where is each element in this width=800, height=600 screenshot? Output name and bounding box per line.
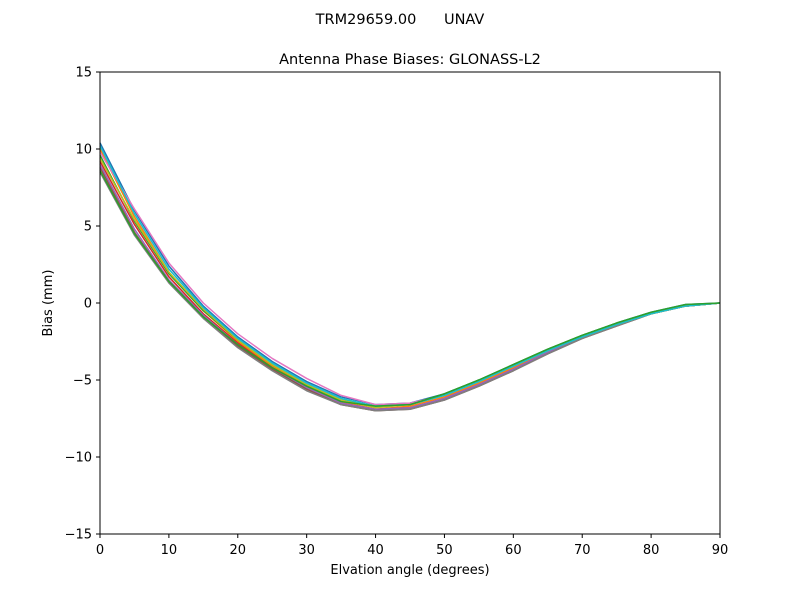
x-tick-label: 40: [367, 543, 384, 558]
y-tick-label: 10: [75, 143, 92, 158]
y-tick-label: −5: [73, 374, 92, 389]
series-line-8: [99, 171, 721, 412]
x-tick-label: 20: [230, 543, 247, 558]
x-tick-label: 30: [298, 543, 315, 558]
series-layer: [99, 142, 721, 412]
x-tick-label: 90: [712, 543, 729, 558]
x-tick-label: 60: [505, 543, 522, 558]
series-line-11: [99, 170, 721, 407]
y-axis-label: Bias (mm): [41, 270, 56, 337]
x-tick-label: 50: [436, 543, 453, 558]
x-tick-label: 0: [96, 543, 104, 558]
y-tick-label: −15: [65, 528, 92, 543]
chart-title: Antenna Phase Biases: GLONASS-L2: [279, 52, 541, 68]
x-tick-label: 70: [574, 543, 591, 558]
y-tick-label: 5: [84, 220, 92, 235]
y-tick-label: −10: [65, 451, 92, 466]
x-tick-label: 80: [643, 543, 660, 558]
y-tick-label: 0: [84, 297, 92, 312]
y-tick-label: 15: [75, 66, 92, 81]
figure-suptitle: TRM29659.00 UNAV: [315, 12, 485, 28]
x-tick-label: 10: [161, 543, 178, 558]
axes-frame: [99, 71, 721, 535]
ticks-layer: 0 10 20 30 40 50 60 70 80 90 −15 −10 −5 0 5 10 15: [65, 66, 729, 559]
x-axis-label: Elvation angle (degrees): [330, 563, 489, 578]
